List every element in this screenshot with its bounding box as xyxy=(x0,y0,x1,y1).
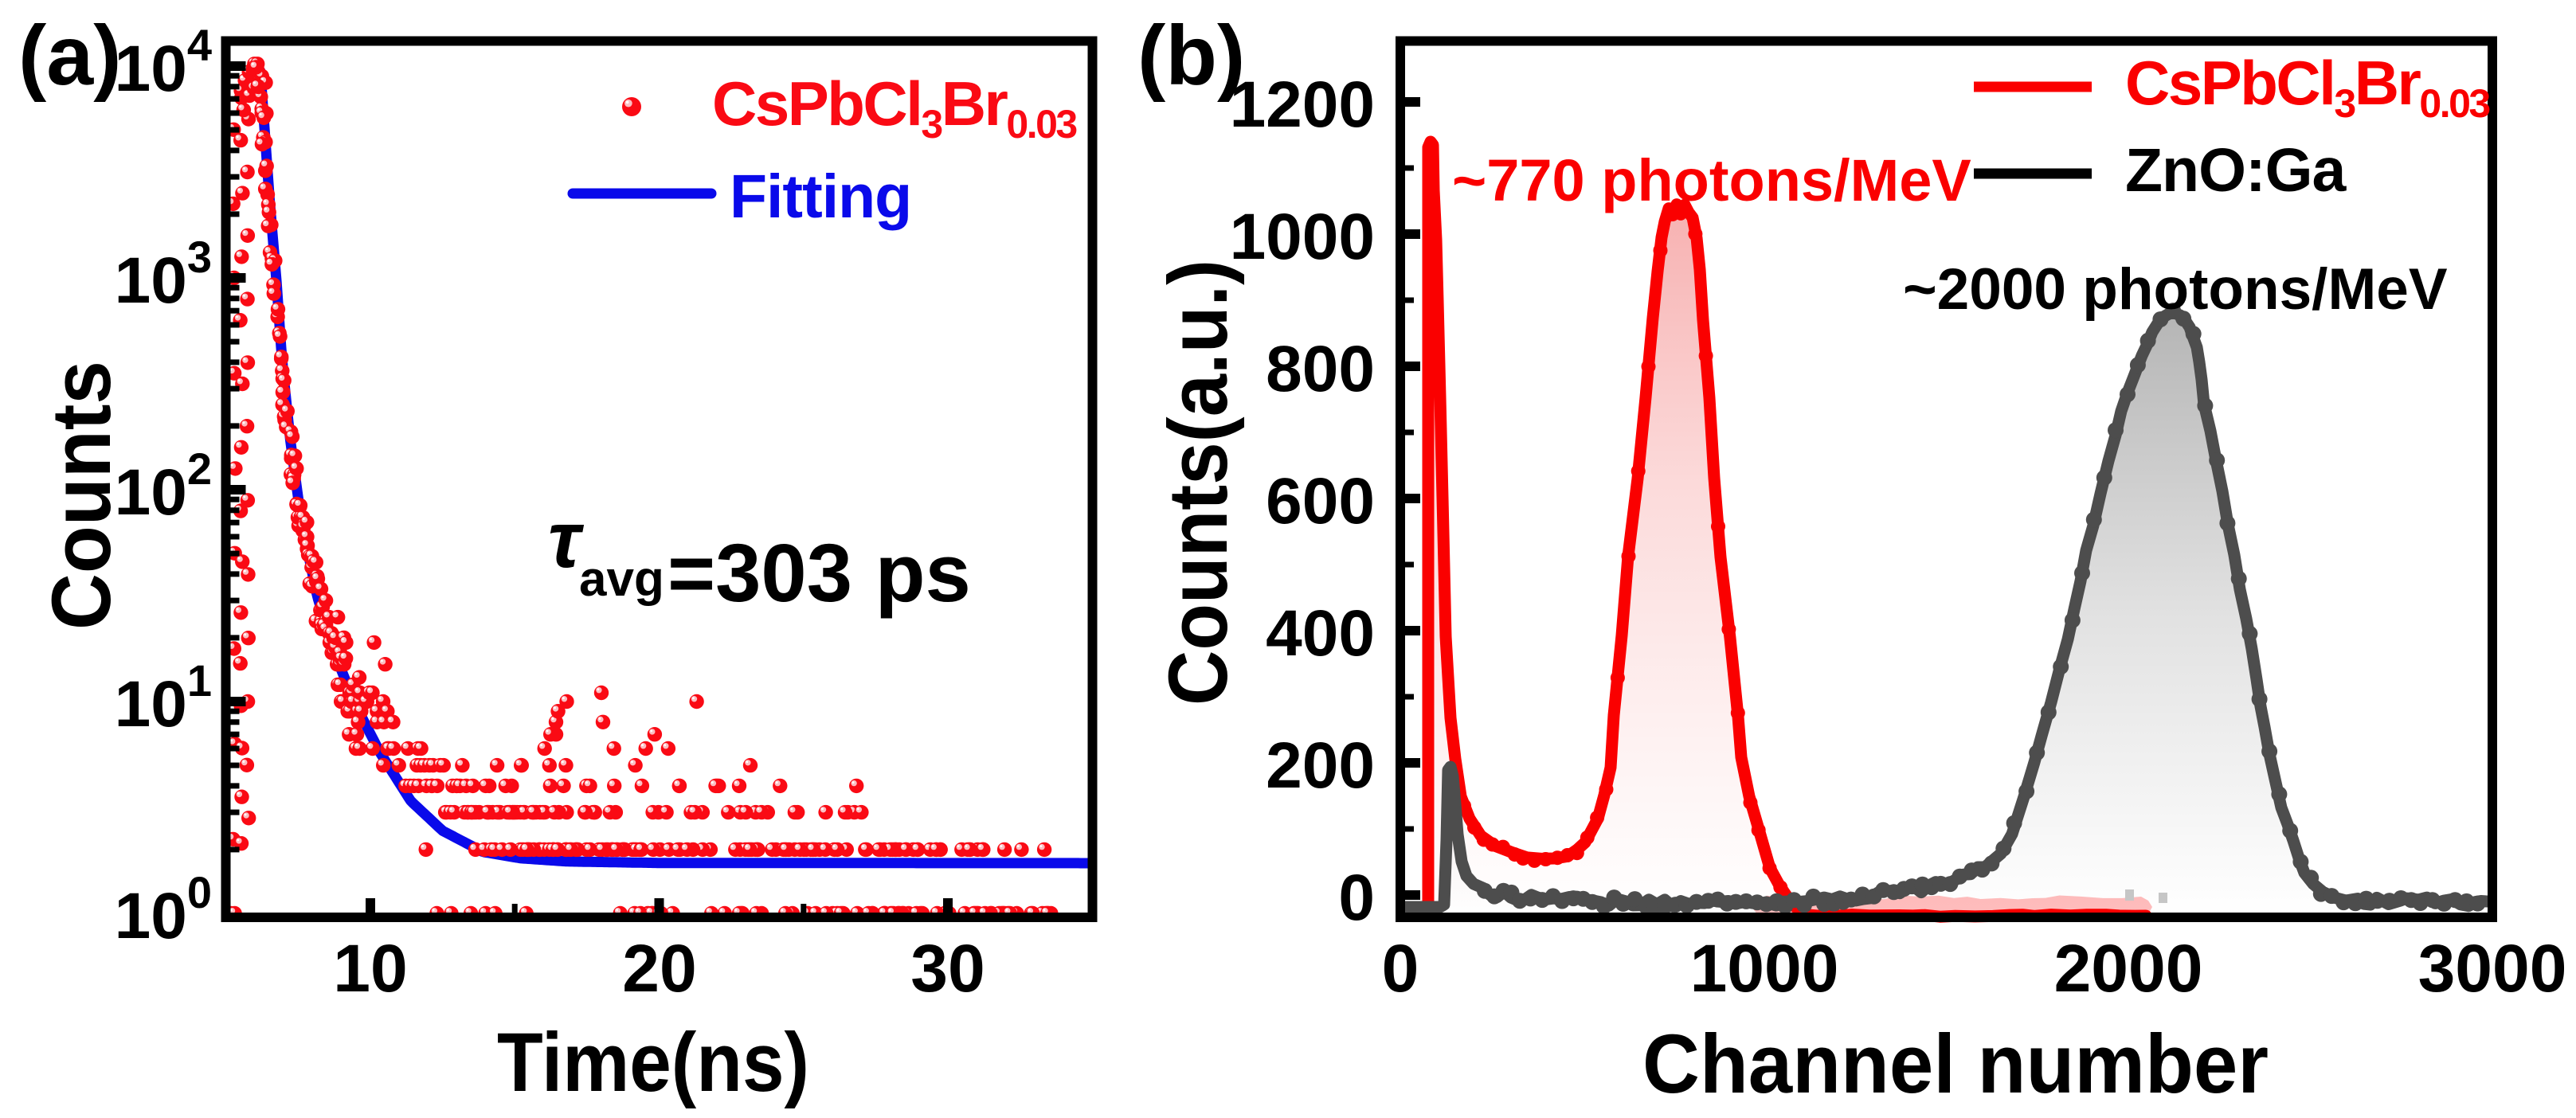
svg-text:3000: 3000 xyxy=(2418,931,2567,1006)
svg-text:(b): (b) xyxy=(1137,9,1245,103)
svg-text:800: 800 xyxy=(1266,333,1375,405)
svg-text:ZnO:Ga: ZnO:Ga xyxy=(2125,136,2347,205)
svg-text:Time(ns): Time(ns) xyxy=(497,1016,809,1109)
svg-text:2000: 2000 xyxy=(2054,931,2203,1006)
svg-text:10: 10 xyxy=(333,931,407,1006)
svg-text:Channel number: Channel number xyxy=(1642,1018,2269,1111)
svg-text:avg: avg xyxy=(579,552,664,607)
svg-text:=303 ps: =303 ps xyxy=(667,527,971,619)
svg-text:Fitting: Fitting xyxy=(730,162,911,231)
svg-text:1000: 1000 xyxy=(1690,931,1839,1006)
svg-text:~770 photons/MeV: ~770 photons/MeV xyxy=(1452,147,1971,213)
svg-text:0: 0 xyxy=(1338,862,1375,934)
svg-text:30: 30 xyxy=(910,931,985,1006)
svg-text:CsPbCl3Br0.03: CsPbCl3Br0.03 xyxy=(2125,48,2489,126)
svg-text:Counts(a.u.): Counts(a.u.) xyxy=(1152,260,1245,706)
svg-text:~2000 photons/MeV: ~2000 photons/MeV xyxy=(1903,257,2448,322)
svg-text:1200: 1200 xyxy=(1230,68,1375,141)
svg-text:400: 400 xyxy=(1266,597,1375,670)
svg-text:200: 200 xyxy=(1266,729,1375,802)
svg-text:20: 20 xyxy=(622,931,696,1006)
svg-text:Counts: Counts xyxy=(35,361,128,630)
svg-text:(a): (a) xyxy=(18,9,122,103)
svg-text:600: 600 xyxy=(1266,465,1375,538)
svg-text:CsPbCl3Br0.03: CsPbCl3Br0.03 xyxy=(712,68,1076,147)
svg-text:0: 0 xyxy=(1382,931,1419,1006)
svg-text:1000: 1000 xyxy=(1230,201,1375,273)
svg-text:τ: τ xyxy=(548,495,585,584)
